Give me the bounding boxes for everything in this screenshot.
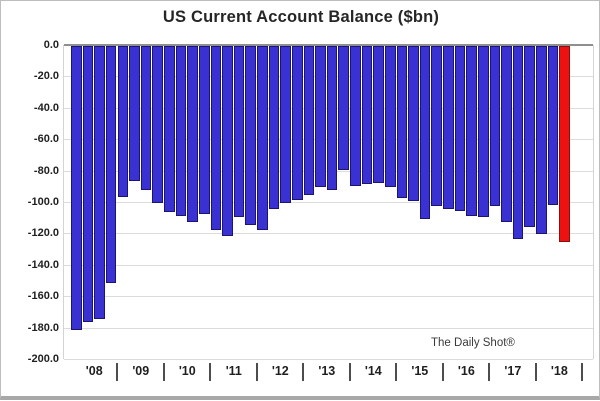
bar-2016-q2 xyxy=(454,46,466,211)
x-axis-separator-tick xyxy=(116,363,118,381)
bar-2014-q1 xyxy=(350,46,361,186)
bar-2012-q1 xyxy=(257,46,268,230)
y-axis-tick-label: -120.0 xyxy=(27,227,59,240)
bar-2017-q2 xyxy=(501,46,512,222)
bar-2010-q4 xyxy=(198,46,210,214)
y-axis-tick-label: -100.0 xyxy=(27,196,59,208)
bar-2008-q1 xyxy=(71,46,82,330)
bar-2008-q2 xyxy=(82,46,94,322)
bar-2010-q2 xyxy=(175,46,187,216)
x-axis-separator-tick xyxy=(162,363,165,381)
x-axis-separator-tick xyxy=(255,363,258,381)
gridline--200.0 xyxy=(64,359,593,360)
bar-2016-q1 xyxy=(443,46,454,209)
gridline--160.0 xyxy=(64,296,593,298)
chart-title: US Current Account Balance ($bn) xyxy=(162,8,440,26)
x-axis-year-label-16: '16 xyxy=(457,364,475,378)
bar-2012-q4 xyxy=(291,46,303,200)
bar-2013-q1 xyxy=(303,46,315,195)
bar-2011-q4 xyxy=(245,46,256,225)
y-axis-tick-label: -200.0 xyxy=(27,353,59,365)
y-axis-tick-label: -20.0 xyxy=(33,70,59,83)
x-axis-separator-tick xyxy=(441,363,444,381)
bar-2017-q3 xyxy=(512,46,524,239)
x-axis-separator-tick xyxy=(581,363,584,381)
bar-2009-q1 xyxy=(117,46,129,197)
zero-gridline xyxy=(64,44,593,46)
x-axis-year-label-18: '18 xyxy=(550,364,568,378)
bar-2015-q1 xyxy=(396,46,408,198)
x-axis-separator-tick xyxy=(209,363,212,381)
y-axis-tick-label: -160.0 xyxy=(27,290,59,303)
x-axis-separator-tick xyxy=(488,363,491,381)
bar-2014-q3 xyxy=(373,46,384,183)
plot-right-spine xyxy=(593,45,594,359)
bar-2017-q4 xyxy=(524,46,536,227)
y-axis-tick-label: -40.0 xyxy=(33,101,59,114)
bar-2009-q4 xyxy=(152,46,163,203)
bar-2011-q2 xyxy=(222,46,233,236)
x-axis-year-label-15: '15 xyxy=(411,364,429,378)
bar-2015-q3 xyxy=(419,46,431,219)
bar-2013-q3 xyxy=(326,46,338,190)
bar-2008-q3 xyxy=(94,46,105,319)
x-axis-year-label-14: '14 xyxy=(364,364,382,378)
y-axis-tick-label: -180.0 xyxy=(27,321,59,334)
x-axis-year-label-11: '11 xyxy=(225,364,242,378)
bar-2012-q3 xyxy=(280,46,291,203)
plot-left-spine xyxy=(63,45,64,359)
bar-2010-q1 xyxy=(164,46,175,212)
bar-2015-q2 xyxy=(408,46,419,201)
y-axis-tick-label: 0.0 xyxy=(43,39,59,51)
bar-2009-q3 xyxy=(140,46,152,190)
bar-2018-q3 xyxy=(559,46,570,242)
bar-2017-q1 xyxy=(489,46,501,206)
gridline--180.0 xyxy=(64,327,593,329)
bar-2013-q2 xyxy=(315,46,326,187)
bar-2016-q4 xyxy=(477,46,489,217)
x-axis-year-label-10: '10 xyxy=(178,364,196,378)
x-axis-separator-tick xyxy=(302,363,305,381)
bar-2013-q4 xyxy=(338,46,350,170)
bar-2009-q2 xyxy=(129,46,140,181)
bar-2011-q3 xyxy=(233,46,245,217)
x-axis-separator-tick xyxy=(534,363,537,381)
gridline--120.0 xyxy=(64,233,593,235)
bar-2012-q2 xyxy=(268,46,280,209)
gridline--100.0 xyxy=(64,202,593,203)
gridline--140.0 xyxy=(64,264,593,266)
bar-2018-q1 xyxy=(536,46,547,234)
x-axis-year-label-17: '17 xyxy=(504,364,522,378)
bar-2015-q4 xyxy=(431,46,443,206)
bar-2014-q4 xyxy=(384,46,396,187)
bar-2010-q3 xyxy=(187,46,198,222)
x-axis-year-label-08: '08 xyxy=(85,364,103,378)
y-axis-tick-label: -60.0 xyxy=(33,133,59,146)
bar-2016-q3 xyxy=(466,46,477,216)
bar-2018-q2 xyxy=(547,46,559,205)
x-axis-separator-tick xyxy=(348,363,351,381)
y-axis-tick-label: -140.0 xyxy=(27,258,59,271)
bar-2014-q2 xyxy=(361,46,373,184)
x-axis-year-label-13: '13 xyxy=(318,364,336,378)
y-axis-tick-label: -80.0 xyxy=(33,164,59,177)
bar-2008-q4 xyxy=(105,46,117,283)
x-axis-year-label-09: '09 xyxy=(132,364,150,378)
daily-shot-watermark: The Daily Shot® xyxy=(431,337,515,349)
x-axis-separator-tick xyxy=(395,363,398,381)
bar-2011-q1 xyxy=(210,46,222,230)
x-axis-year-label-12: '12 xyxy=(271,364,289,378)
